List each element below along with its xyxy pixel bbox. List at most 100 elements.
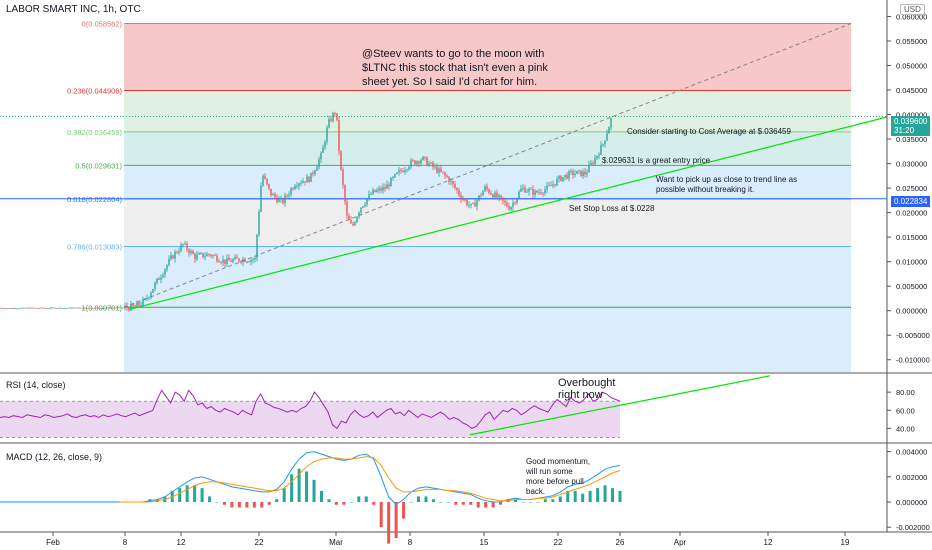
candle-body [572,170,574,176]
candle-body [566,174,568,179]
last-price-tag: 0.039600 31:20 [891,116,931,136]
macd-label[interactable]: MACD (12, 26, close, 9) [6,452,103,462]
y-tick-label: 0.055000 [896,37,927,46]
candle-body [522,187,524,189]
macd-hist-bar [491,502,495,508]
candle-body [122,307,124,309]
candle-body [498,195,500,198]
candle-body [474,202,476,207]
candle-body [44,308,46,309]
candle-body [48,308,50,310]
candle-body [32,307,34,309]
macd-hist-bar [327,499,331,502]
candle-body [84,307,86,309]
candle-body [608,127,610,134]
candle-body [172,255,174,259]
candle-body [376,190,378,192]
candle-body [494,192,496,198]
trend-note: Want to pick up as close to trend line a… [656,175,798,194]
fib-zone [124,90,851,132]
candle-body [400,170,402,172]
candle-body [550,185,552,186]
candle-body [248,261,250,263]
candle-body [448,177,450,183]
candle-body [422,156,424,161]
candle-body [558,175,560,179]
fib-label: 0.236(0.044906) [67,86,123,95]
candle-body [354,222,356,226]
rsi-label[interactable]: RSI (14, close) [6,380,66,390]
candle-body [2,308,4,310]
candle-body [180,244,182,252]
candle-body [440,168,442,172]
candle-body [562,176,564,181]
y-tick-label: -0.010000 [896,356,930,365]
candle-body [388,184,390,187]
candle-body [340,151,342,170]
candle-body [578,170,580,172]
candle-body [262,175,264,186]
macd-hist-bar [230,502,234,508]
candle-body [546,185,548,190]
candle-body [454,183,456,189]
macd-hist-bar [297,468,301,502]
macd-hist-bar [476,502,480,508]
candle-body [462,199,464,201]
candle-body [580,170,582,177]
macd-hist-bar [193,485,197,502]
candle-body [0,308,2,310]
candle-body [588,164,590,173]
candle-body [162,274,164,278]
candle-body [322,147,324,153]
candle-body [478,195,480,201]
candle-body [336,113,338,121]
candle-body [128,307,130,311]
candle-body [196,254,198,260]
candle-body [124,305,126,308]
candle-body [306,176,308,183]
candle-body [150,292,152,298]
currency-button[interactable]: USD [900,4,925,15]
macd-hist-bar [558,496,562,502]
candle-body [184,243,186,245]
momentum-note: Good momentum, will run some more before… [526,457,591,496]
x-tick-label: Mar [329,538,343,547]
candle-body [290,188,292,195]
candle-body [30,307,32,309]
candle-body [132,303,134,306]
x-tick-label: 8 [123,538,128,547]
candle-body [370,194,372,196]
candle-body [96,307,98,309]
candle-body [282,198,284,204]
y-tick-label: 0.060000 [896,12,927,21]
candle-body [190,250,192,254]
candle-body [460,195,462,200]
candle-body [596,155,598,159]
candle-body [374,189,376,192]
candle-body [362,206,364,208]
candle-body [194,253,196,260]
candle-body [360,207,362,213]
candle-body [610,118,612,128]
candle-body [94,307,96,309]
candle-body [312,172,314,175]
candle-body [536,190,538,193]
candle-body [136,302,138,307]
macd-hist-bar [394,502,398,539]
candle-body [14,308,16,309]
candle-body [482,191,484,196]
candle-body [110,307,112,309]
candle-body [328,119,330,128]
rsi-band [0,401,620,438]
candle-body [72,307,74,309]
candle-body [88,307,90,309]
macd-hist-bar [342,502,346,505]
candle-body [4,308,6,310]
candle-body [38,308,40,309]
macd-hist-bar [252,502,256,508]
candle-body [134,305,136,307]
candle-body [26,307,28,309]
x-tick-label: 12 [177,538,186,547]
